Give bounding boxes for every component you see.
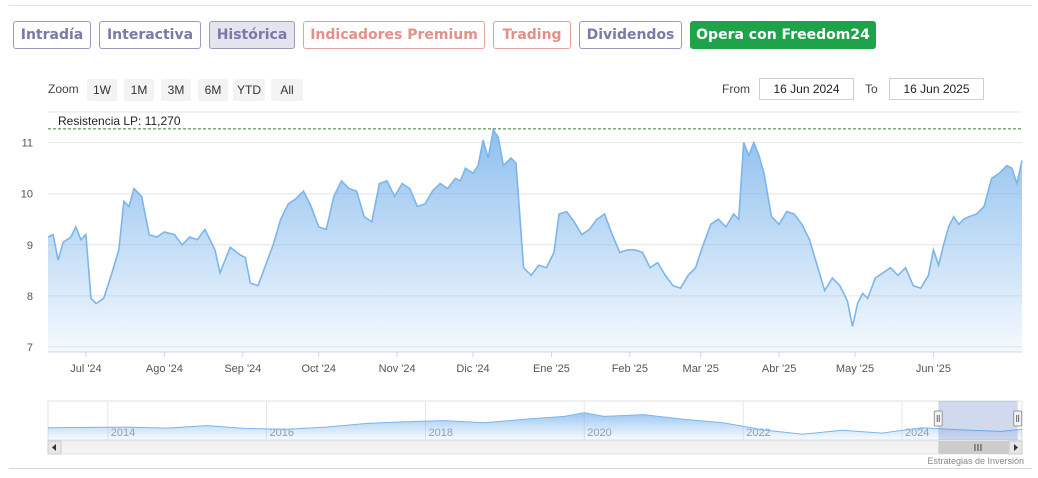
x-tick-label: Jul '24 — [70, 363, 101, 375]
scrollbar-thumb[interactable] — [938, 441, 1018, 454]
navigator-frame — [47, 400, 1023, 441]
x-tick-label: Ene '25 — [533, 363, 570, 375]
scrollbar-left-button[interactable] — [47, 440, 62, 455]
price-area — [48, 129, 1022, 352]
navigator-year-label: 2022 — [746, 427, 770, 439]
zoom-3m-button[interactable]: 3M — [161, 79, 191, 101]
x-tick-label: Sep '24 — [224, 363, 261, 375]
y-tick-label: 9 — [27, 240, 33, 252]
navigator-year-label: 2018 — [429, 427, 453, 439]
navigator-handle[interactable] — [1013, 410, 1023, 427]
x-tick-label: Jun '25 — [916, 363, 951, 375]
from-label: From — [722, 82, 750, 96]
freedom24-button[interactable]: Opera con Freedom24 — [690, 21, 876, 49]
x-tick-label: Abr '25 — [762, 363, 797, 375]
scroll-right-arrow-icon — [1014, 444, 1018, 451]
navigator-year-label: 2020 — [587, 427, 611, 439]
y-tick-label: 7 — [27, 342, 33, 354]
price-line — [47, 127, 1023, 327]
x-axis: Jul '24 Ago '24 Sep '24 Oct '24 Nov '24 Dic '… — [48, 351, 1022, 375]
x-tick-label: Ago '24 — [146, 363, 183, 375]
navigator-year-label: 2016 — [270, 427, 294, 439]
x-tick-label: Dic '24 — [456, 363, 489, 375]
tab-historica[interactable]: Histórica — [209, 21, 295, 49]
navigator[interactable]: 2014 2016 2018 2020 2022 2024 — [47, 400, 1023, 455]
bottom-divider — [9, 468, 1032, 469]
tab-trading[interactable]: Trading — [493, 21, 571, 49]
scrollbar-track — [47, 440, 1023, 455]
tab-dividendos[interactable]: Dividendos — [579, 21, 682, 49]
to-label: To — [865, 82, 878, 96]
zoom-label: Zoom — [48, 82, 79, 96]
navigator-line — [47, 412, 1023, 435]
navigator-year-label: 2014 — [111, 427, 135, 439]
y-tick-label: 10 — [21, 189, 33, 201]
top-divider — [9, 5, 1032, 6]
tab-intradia[interactable]: Intradía — [13, 21, 91, 49]
zoom-all-button[interactable]: All — [271, 79, 303, 101]
navigator-handle[interactable] — [933, 410, 943, 427]
x-tick-label: Oct '24 — [301, 363, 336, 375]
tab-interactiva[interactable]: Interactiva — [99, 21, 201, 49]
from-date-input[interactable] — [759, 78, 854, 100]
zoom-1m-button[interactable]: 1M — [124, 79, 154, 101]
tab-indicadores-premium[interactable]: Indicadores Premium — [303, 21, 485, 49]
zoom-1w-button[interactable]: 1W — [87, 79, 117, 101]
x-tick-label: Nov '24 — [379, 363, 416, 375]
x-tick-label: May '25 — [836, 363, 874, 375]
navigator-selection — [938, 401, 1018, 440]
scroll-left-arrow-icon — [52, 444, 56, 451]
x-tick-label: Mar '25 — [683, 363, 719, 375]
y-tick-label: 11 — [22, 138, 33, 150]
zoom-ytd-button[interactable]: YTD — [233, 79, 265, 101]
to-date-input[interactable] — [889, 78, 984, 100]
grid-lines — [48, 111, 1022, 348]
resistance-label: Resistencia LP: 11,270 — [58, 114, 181, 128]
navigator-year-label: 2024 — [905, 427, 929, 439]
scrollbar-right-button[interactable] — [1008, 440, 1023, 455]
y-tick-label: 8 — [27, 291, 33, 303]
x-tick-label: Feb '25 — [612, 363, 648, 375]
y-axis: 7 8 9 10 11 — [21, 138, 33, 354]
zoom-6m-button[interactable]: 6M — [198, 79, 228, 101]
navigator-area — [48, 412, 1022, 440]
watermark: Estrategias de Inversión — [927, 456, 1024, 466]
